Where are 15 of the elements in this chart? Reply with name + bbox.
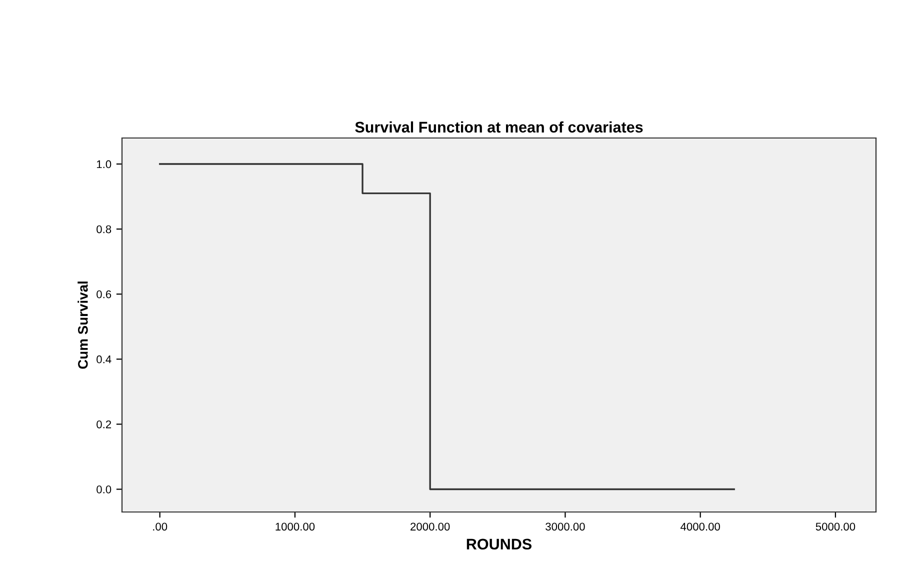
y-axis-title: Cum Survival [78,282,88,369]
y-tick-label: 1.0 [96,160,112,168]
x-tick-label: .00 [153,522,168,531]
x-tick-label: 1000.00 [276,522,315,531]
y-tick-label: 0.4 [96,355,112,364]
y-tick-label: 0.0 [96,486,112,494]
chart-title: Survival Function at mean of covariates [355,121,643,133]
x-tick-label: 4000.00 [680,522,720,531]
y-tick-label: 0.8 [96,225,112,234]
y-tick-label: 0.2 [96,420,112,428]
y-tick-label: 0.6 [96,290,112,298]
x-tick-label: 3000.00 [546,522,585,531]
x-tick-label: 2000.00 [410,522,450,531]
x-tick-label: 5000.00 [816,522,856,531]
x-axis-title: ROUNDS [466,538,532,550]
